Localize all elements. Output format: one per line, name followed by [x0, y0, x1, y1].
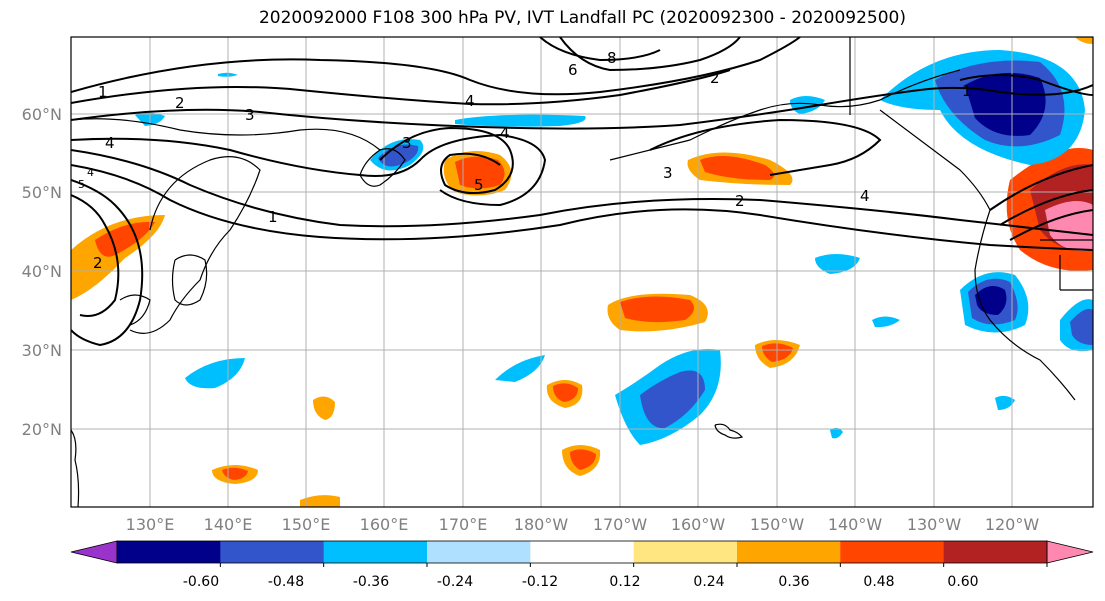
colorbar-segment: [117, 541, 221, 563]
colorbar-tick-labels: -0.60 -0.48 -0.36 -0.24 -0.12 0.12 0.24 …: [183, 574, 979, 590]
contour-label: 3: [402, 134, 412, 152]
colorbar-segment: [737, 541, 841, 563]
contour-label: 4: [105, 134, 115, 152]
contour-label: 5: [78, 178, 85, 191]
colorbar-tick-label: 0.48: [863, 574, 894, 590]
contour-label: 2: [710, 69, 720, 87]
colorbar-frame: [116, 540, 1048, 564]
lat-label: 50°N: [22, 183, 62, 202]
contour-label: 2: [93, 254, 103, 272]
map-title: 2020092000 F108 300 hPa PV, IVT Landfall…: [258, 8, 906, 28]
lat-label: 30°N: [22, 341, 62, 360]
contour-label: 4: [87, 166, 94, 179]
lon-label: 140°W: [828, 515, 883, 534]
contour-label: 5: [474, 176, 484, 194]
colorbar-segment: [633, 541, 738, 563]
contour-label: 2: [735, 192, 745, 210]
colorbar-tick-label: -0.36: [353, 574, 389, 590]
lon-label: 150°E: [282, 515, 331, 534]
contour-label: 2: [175, 94, 185, 112]
colorbar-tick-label: -0.12: [522, 574, 558, 590]
lat-label: 60°N: [22, 105, 62, 124]
lon-label: 150°W: [750, 515, 805, 534]
lon-label: 130°W: [907, 515, 962, 534]
contour-label: 4: [500, 124, 510, 142]
lon-label: 130°E: [126, 515, 175, 534]
latitude-labels: 60°N 50°N 40°N 30°N 20°N: [22, 105, 62, 439]
colorbar-extension-min: [70, 540, 118, 564]
colorbar-segment: [840, 541, 945, 563]
colorbar-segment: [530, 541, 635, 563]
map-frame: [70, 36, 1094, 508]
colorbar-tick-label: 0.36: [778, 574, 809, 590]
lon-label: 160°W: [671, 515, 726, 534]
lon-label: 170°W: [593, 515, 648, 534]
lon-label: 160°E: [360, 515, 409, 534]
lon-label: 140°E: [204, 515, 253, 534]
colorbar-tick-label: -0.60: [183, 574, 219, 590]
contour-labels: 1 2 3 4 4 4 5 8 6 2 3 2 4 1 1 2 3 4 5: [78, 49, 972, 272]
gridlines: [71, 37, 1093, 507]
contour-label: 6: [568, 61, 578, 79]
colorbar-tick-label: 0.24: [693, 574, 724, 590]
contour-label: 1: [268, 208, 278, 226]
lat-label: 20°N: [22, 420, 62, 439]
contour-label: 3: [663, 164, 673, 182]
contours: [71, 37, 1093, 347]
contour-label: 8: [607, 49, 617, 67]
colorbar-extension-max: [1046, 540, 1094, 564]
colorbar-tick-label: -0.24: [437, 574, 473, 590]
colorbar-tick-label: 0.60: [947, 574, 978, 590]
lon-label: 120°W: [985, 515, 1040, 534]
contour-label: 4: [860, 187, 870, 205]
colorbar-tick-label: 0.12: [609, 574, 640, 590]
longitude-labels: 130°E 140°E 150°E 160°E 170°E 180°W 170°…: [126, 515, 1040, 534]
lat-label: 40°N: [22, 262, 62, 281]
colorbar-segment: [220, 541, 325, 563]
colorbar: [70, 540, 1094, 567]
colorbar-segment: [943, 541, 1048, 563]
contour-label: 1: [98, 83, 108, 101]
lon-label: 170°E: [439, 515, 488, 534]
colorbar-segment: [427, 541, 531, 563]
contour-label: 3: [245, 106, 255, 124]
colorbar-tick-label: -0.48: [268, 574, 304, 590]
map-panel: [71, 37, 1093, 507]
contour-label: 1: [962, 82, 972, 100]
colorbar-segment: [323, 541, 428, 563]
lon-label: 180°W: [514, 515, 569, 534]
contour-label: 4: [465, 92, 475, 110]
